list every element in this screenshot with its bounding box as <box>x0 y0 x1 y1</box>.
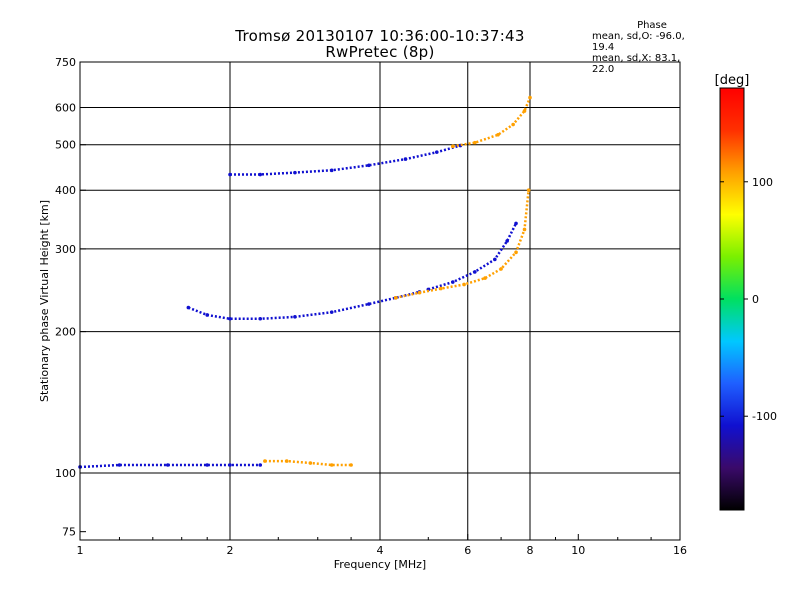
echo-point <box>293 170 297 175</box>
colorbar-tick-label: -100 <box>752 410 777 423</box>
colorbar-label: [deg] <box>715 73 750 88</box>
echo-point <box>473 140 477 145</box>
echo-trace <box>427 222 518 291</box>
echo-point <box>511 122 515 127</box>
echo-point <box>522 227 527 232</box>
y-tick-label: 750 <box>55 56 76 69</box>
y-tick-label: 200 <box>55 326 76 339</box>
echo-point <box>505 239 509 243</box>
echo-point <box>205 313 209 317</box>
echo-point <box>165 463 170 467</box>
echo-point <box>258 172 263 177</box>
phase-info-title: Phase <box>637 20 667 31</box>
echo-point <box>329 168 334 173</box>
echo-point <box>462 282 466 287</box>
echo-point <box>514 250 518 255</box>
x-tick-label: 4 <box>377 544 384 557</box>
echo-point <box>499 267 503 271</box>
x-tick-label: 8 <box>527 544 534 557</box>
echo-point <box>308 461 313 465</box>
echo-point <box>349 463 353 467</box>
echo-point <box>367 302 371 306</box>
echo-trace <box>230 144 461 176</box>
y-tick-label: 75 <box>62 526 76 539</box>
colorbar-tick-label: 100 <box>752 176 773 189</box>
echo-point <box>439 286 443 291</box>
echo-point <box>293 315 297 319</box>
echo-point <box>514 221 518 226</box>
y-tick-label: 400 <box>55 184 76 197</box>
y-tick-label: 300 <box>55 243 76 256</box>
echo-point <box>451 144 455 149</box>
echo-point <box>367 163 371 168</box>
echo-point <box>417 290 422 295</box>
echo-point <box>258 463 263 467</box>
echo-point <box>263 459 267 463</box>
phase-info-x-mode: mean, sd,X: 83.1, 22.0 <box>592 53 681 75</box>
y-axis-label: Stationary phase Virtual Height [km] <box>38 200 51 402</box>
echo-point <box>393 296 398 300</box>
echo-point <box>483 276 487 280</box>
echo-point <box>329 463 334 467</box>
echo-trace <box>264 459 352 467</box>
echo-point <box>284 459 289 463</box>
y-tick-label: 100 <box>55 467 76 480</box>
echo-point <box>228 316 232 321</box>
echo-trace <box>452 97 532 148</box>
x-tick-label: 16 <box>673 544 687 557</box>
echo-point <box>473 270 477 274</box>
chart-subtitle: RwPretec (8p) <box>325 43 435 61</box>
echo-point <box>258 316 263 321</box>
echo-trace <box>79 463 261 469</box>
echo-point <box>228 172 232 177</box>
echo-point <box>205 463 209 467</box>
echo-point <box>117 463 122 467</box>
points-layer <box>78 95 532 469</box>
echo-trace <box>395 190 530 300</box>
phase-info-o-mode: mean, sd,O: -96.0, 19.4 <box>592 31 685 53</box>
colorbar-tick-label: 0 <box>752 293 759 306</box>
echo-point <box>403 157 408 161</box>
colorbar: [deg] 100 0 -100 <box>715 73 777 511</box>
echo-point <box>528 95 532 100</box>
echo-point <box>522 109 527 113</box>
chart-title: Tromsø 20130107 10:36:00-10:37:43 <box>235 27 525 45</box>
x-tick-label: 2 <box>227 544 234 557</box>
echo-point <box>186 305 191 310</box>
echo-point <box>493 257 497 262</box>
echo-point <box>526 188 531 193</box>
x-tick-label: 10 <box>571 544 585 557</box>
echo-point <box>434 150 439 154</box>
x-axis: 1 2 4 6 8 10 16 <box>77 534 687 557</box>
x-axis-label: Frequency [MHz] <box>334 558 426 571</box>
x-tick-label: 1 <box>77 544 84 557</box>
grid-layer <box>80 62 680 540</box>
echo-point <box>496 132 500 137</box>
y-tick-label: 600 <box>55 102 76 115</box>
y-axis: 75 100 200 300 400 500 600 750 <box>55 56 86 539</box>
echo-point <box>228 463 232 467</box>
echo-trace <box>187 290 420 321</box>
x-tick-label: 6 <box>464 544 471 557</box>
echo-point <box>329 310 334 314</box>
echo-point <box>451 280 455 284</box>
y-tick-label: 500 <box>55 139 76 152</box>
phase-statistics: Phase mean, sd,O: -96.0, 19.4 mean, sd,X… <box>592 20 702 75</box>
